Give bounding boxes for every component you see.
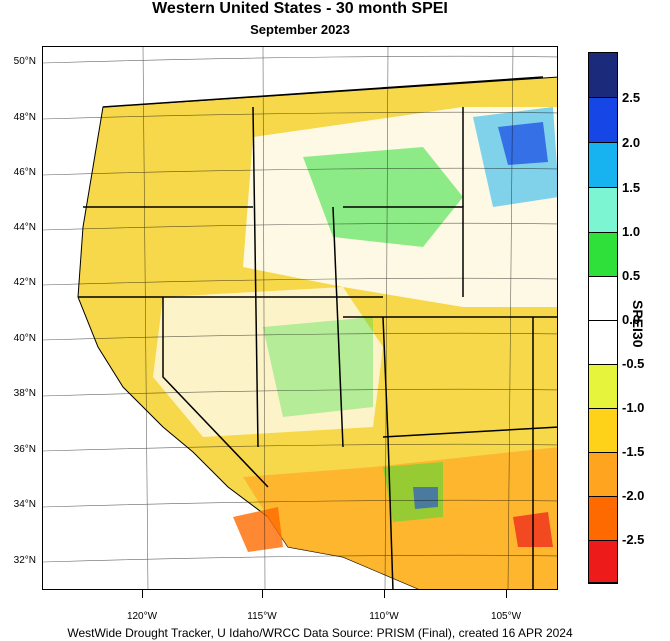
very-dry-patch bbox=[233, 507, 283, 552]
lat-label-50: 50°N bbox=[13, 56, 36, 67]
colorbar-label: 2.0 bbox=[622, 135, 641, 150]
colorbar-bin bbox=[589, 541, 617, 583]
lon-label-120: 120°W bbox=[126, 611, 158, 622]
colorbar-bin bbox=[589, 453, 617, 497]
colorbar-bin bbox=[589, 497, 617, 541]
lon-label-105: 105°W bbox=[490, 611, 522, 622]
lat-label-36: 36°N bbox=[13, 444, 36, 455]
colorbar-bin bbox=[589, 188, 617, 233]
colorbar-label: 1.0 bbox=[622, 224, 641, 239]
lat-label-44: 44°N bbox=[13, 222, 36, 233]
lon-tick bbox=[262, 590, 263, 598]
colorbar-label: 2.5 bbox=[622, 90, 641, 105]
colorbar-bin bbox=[589, 53, 617, 98]
footer-credit: WestWide Drought Tracker, U Idaho/WRCC D… bbox=[67, 626, 573, 640]
colorbar-bin bbox=[589, 277, 617, 321]
colorbar-bin bbox=[589, 409, 617, 453]
colorbar-bin bbox=[589, 321, 617, 365]
colorbar-bin bbox=[589, 98, 617, 143]
colorbar-label: 1.5 bbox=[622, 180, 641, 195]
lon-tick bbox=[142, 590, 143, 598]
graticule bbox=[43, 47, 557, 589]
lat-label-38: 38°N bbox=[13, 388, 36, 399]
wet-green-1 bbox=[303, 147, 463, 247]
chart-title: Western United States - 30 month SPEI bbox=[152, 0, 448, 17]
lat-label-40: 40°N bbox=[13, 333, 36, 344]
colorbar-bin bbox=[589, 143, 617, 188]
lat-label-42: 42°N bbox=[13, 277, 36, 288]
colorbar-label: -0.5 bbox=[622, 356, 645, 371]
lat-label-46: 46°N bbox=[13, 167, 36, 178]
lat-label-32: 32°N bbox=[13, 555, 36, 566]
central-white bbox=[153, 287, 383, 437]
colorbar-label: -2.0 bbox=[622, 488, 645, 503]
colorbar-label: -1.5 bbox=[622, 444, 645, 459]
lon-label-115: 115°W bbox=[247, 611, 277, 622]
colorbar-label: -2.5 bbox=[622, 532, 645, 547]
map-panel bbox=[42, 46, 558, 590]
colorbar-bin bbox=[589, 233, 617, 277]
colorbar-label: 0.5 bbox=[622, 268, 641, 283]
wet-green-4 bbox=[263, 317, 373, 417]
chart-subtitle: September 2023 bbox=[250, 22, 350, 37]
lat-label-34: 34°N bbox=[13, 499, 36, 510]
spei-map bbox=[43, 47, 557, 589]
colorbar-label: -1.0 bbox=[622, 400, 645, 415]
wet-blue bbox=[498, 122, 548, 165]
lon-tick bbox=[384, 590, 385, 598]
state-boundaries bbox=[78, 76, 557, 589]
colorbar bbox=[588, 52, 618, 584]
colorbar-bin bbox=[589, 365, 617, 409]
lon-label-110: 110°W bbox=[369, 611, 399, 622]
colorbar-title: SPEI30 bbox=[630, 300, 646, 348]
wet-blue-2 bbox=[413, 487, 438, 509]
lon-tick bbox=[506, 590, 507, 598]
lat-label-48: 48°N bbox=[13, 112, 36, 123]
colorbar-label: 0.0 bbox=[622, 312, 641, 327]
